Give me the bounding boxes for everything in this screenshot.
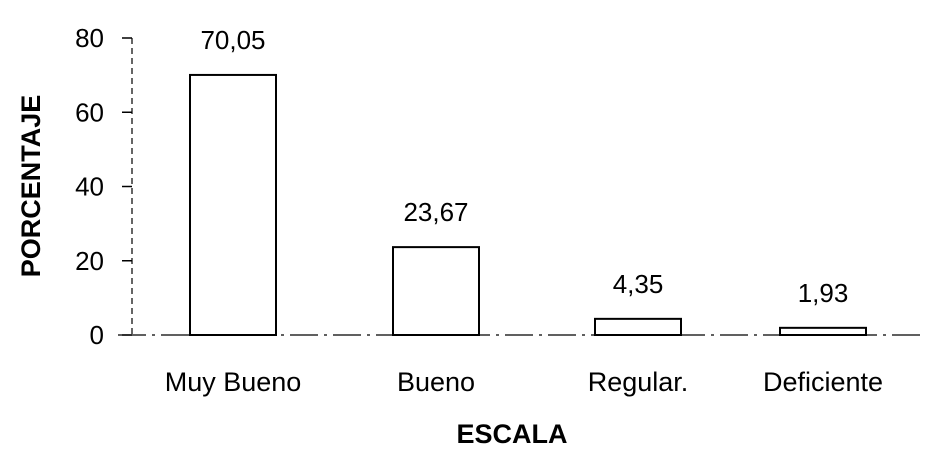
data-label: 1,93 bbox=[798, 278, 849, 308]
y-tick-label: 20 bbox=[75, 246, 104, 276]
category-label: Regular. bbox=[588, 367, 689, 397]
bar bbox=[189, 73, 277, 337]
bar bbox=[594, 317, 682, 336]
data-label: 70,05 bbox=[200, 25, 265, 55]
y-tick-label: 0 bbox=[90, 320, 104, 350]
y-tick-label: 60 bbox=[75, 97, 104, 127]
category-label: Muy Bueno bbox=[165, 367, 302, 397]
bar bbox=[392, 246, 480, 336]
y-tick-label: 40 bbox=[75, 172, 104, 202]
data-label: 4,35 bbox=[613, 269, 664, 299]
bars bbox=[189, 73, 867, 337]
y-tick-label: 80 bbox=[75, 23, 104, 53]
category-labels: Muy Bueno Bueno Regular. Deficiente bbox=[165, 367, 883, 397]
data-label: 23,67 bbox=[403, 197, 468, 227]
data-labels: 70,05 23,67 4,35 1,93 bbox=[200, 25, 848, 308]
category-label: Bueno bbox=[397, 367, 475, 397]
category-label: Deficiente bbox=[763, 367, 883, 397]
bar bbox=[779, 326, 867, 336]
x-axis-title: ESCALA bbox=[456, 419, 567, 449]
y-axis-title: PORCENTAJE bbox=[16, 95, 46, 278]
y-axis: 0 20 40 60 80 bbox=[75, 23, 133, 350]
